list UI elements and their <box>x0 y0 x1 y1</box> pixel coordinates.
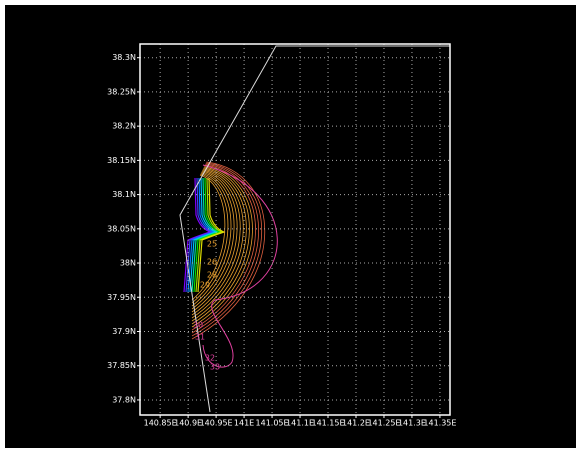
x-tick-label: 141.2E <box>342 419 370 428</box>
y-tick-label: 38.1N <box>112 190 136 199</box>
contour-line <box>187 177 216 293</box>
frame <box>139 43 451 416</box>
contour-line <box>185 177 214 293</box>
x-tick-label: 141.05E <box>256 419 289 428</box>
contour-line <box>195 177 224 293</box>
coastline <box>179 45 450 413</box>
x-tick-label: 141.35E <box>423 419 456 428</box>
contour-line <box>191 165 253 328</box>
y-tick-label: 38.05N <box>107 224 136 233</box>
contour-label: 30 <box>193 321 203 330</box>
contour-line <box>183 177 212 293</box>
contour-label: 25 <box>207 240 217 249</box>
x-tick-label: 141.15E <box>311 419 344 428</box>
y-tick-label: 38.25N <box>107 87 136 96</box>
background <box>5 5 576 448</box>
y-tick-label: 38.2N <box>112 122 136 131</box>
contour-line <box>191 172 232 307</box>
x-tick-label: 141.1E <box>286 419 314 428</box>
y-tick-label: 37.85N <box>107 361 136 370</box>
contour-label: 26 <box>207 258 217 267</box>
contour-label: 32 <box>205 354 215 363</box>
contour-line <box>191 173 229 304</box>
contour-line <box>193 177 222 293</box>
contour-line <box>191 166 250 325</box>
contour-line <box>191 171 235 310</box>
y-tick-label: 38.3N <box>112 53 136 62</box>
x-tick-label: 141.3E <box>398 419 426 428</box>
y-tick-label: 38N <box>120 259 136 268</box>
contour-line <box>191 169 241 316</box>
y-tick-label: 38.15N <box>107 156 136 165</box>
x-tick-label: 140.85E <box>144 419 177 428</box>
contour-line <box>191 167 247 322</box>
contour-line <box>202 164 278 368</box>
contour-line <box>191 177 220 293</box>
contour-line <box>191 161 266 340</box>
contour-line <box>191 168 244 319</box>
y-tick-label: 37.9N <box>112 327 136 336</box>
contour-line <box>191 174 226 301</box>
contour-line <box>197 177 226 293</box>
contour-label: 33 <box>210 363 220 372</box>
y-tick-label: 37.95N <box>107 293 136 302</box>
contour-line <box>191 162 263 337</box>
x-tick-label: 140.9E <box>174 419 202 428</box>
contour-label: 28 <box>207 271 217 280</box>
contour-line <box>191 163 259 334</box>
contour-label: 31 <box>195 333 205 342</box>
x-tick-label: 141.25E <box>367 419 400 428</box>
x-tick-label: 140.95E <box>200 419 233 428</box>
contour-label: 29 <box>200 281 210 290</box>
y-tick-label: 37.8N <box>112 395 136 404</box>
x-tick-label: 141E <box>234 419 254 428</box>
